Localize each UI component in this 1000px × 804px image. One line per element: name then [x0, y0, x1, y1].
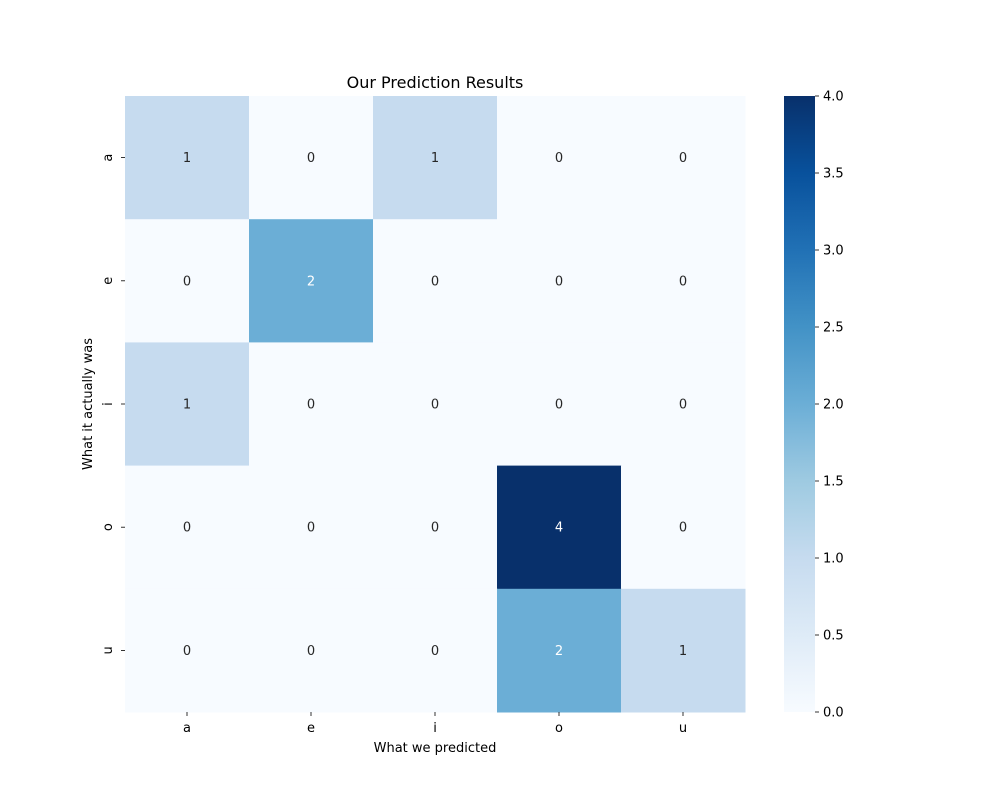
colorbar-tick-label: 1.0 — [823, 552, 844, 567]
y-axis-ticks: a e i o u — [101, 154, 125, 655]
cell-value-label: 0 — [307, 398, 315, 413]
cell-value-label: 1 — [183, 151, 191, 166]
x-tick-label: i — [433, 721, 437, 736]
heatmap-cell — [249, 588, 374, 713]
cell-value-label: 0 — [679, 151, 687, 166]
colorbar-tick-label: 3.5 — [823, 167, 844, 182]
cell-value-label: 0 — [555, 151, 563, 166]
x-tick-label: u — [679, 721, 687, 736]
heatmap-cell — [621, 465, 746, 590]
y-tick-label: o — [101, 523, 116, 531]
cell-value-label: 0 — [555, 274, 563, 289]
cell-value-label: 0 — [555, 398, 563, 413]
heatmap-cell — [125, 96, 250, 220]
cell-value-label: 2 — [307, 274, 315, 289]
y-tick-label: e — [101, 277, 116, 285]
heatmap-cell — [621, 219, 746, 343]
cell-value-label: 0 — [431, 274, 439, 289]
cell-value-label: 1 — [679, 644, 687, 659]
colorbar — [784, 96, 815, 712]
heatmap-cell — [621, 588, 746, 713]
heatmap-cell — [497, 96, 622, 220]
cell-value-label: 4 — [555, 521, 563, 536]
cell-value-label: 0 — [431, 398, 439, 413]
heatmap-cell — [373, 588, 498, 713]
heatmap-cell — [125, 465, 250, 590]
colorbar-ticks: 0.0 0.5 1.0 1.5 2.0 2.5 3.0 3.5 4.0 — [815, 90, 844, 721]
heatmap-cell — [125, 342, 250, 467]
cell-value-label: 1 — [431, 151, 439, 166]
colorbar-tick-label: 1.5 — [823, 475, 844, 490]
cell-value-label: 0 — [307, 521, 315, 536]
cell-value-label: 0 — [183, 274, 191, 289]
cell-value-label: 2 — [555, 644, 563, 659]
cell-value-label: 1 — [183, 398, 191, 413]
y-tick-label: i — [101, 402, 116, 406]
y-tick-label: u — [101, 646, 116, 654]
heatmap-cell — [497, 588, 622, 713]
cell-value-label: 0 — [183, 644, 191, 659]
cell-value-label: 0 — [679, 398, 687, 413]
x-axis-label: What we predicted — [374, 741, 497, 756]
cell-value-label: 0 — [679, 274, 687, 289]
heatmap-cell — [249, 465, 374, 590]
x-tick-label: e — [307, 721, 315, 736]
cell-value-label: 0 — [307, 151, 315, 166]
colorbar-tick-label: 2.5 — [823, 321, 844, 336]
cell-value-label: 0 — [679, 521, 687, 536]
heatmap-cell — [249, 219, 374, 343]
heatmap-cell — [497, 219, 622, 343]
heatmap-cell — [621, 342, 746, 467]
y-tick-label: a — [101, 154, 116, 162]
cell-value-label: 0 — [183, 521, 191, 536]
cell-value-label: 0 — [431, 521, 439, 536]
heatmap-cell — [249, 96, 374, 220]
heatmap-cell — [497, 342, 622, 467]
heatmap-cell — [497, 465, 622, 590]
cell-value-label: 0 — [431, 644, 439, 659]
chart-title: Our Prediction Results — [347, 73, 524, 92]
colorbar-tick-label: 2.0 — [823, 398, 844, 413]
colorbar-tick-label: 3.0 — [823, 244, 844, 259]
heatmap-cells: 1 0 1 0 0 0 2 0 0 0 1 0 0 0 0 0 0 0 4 0 0 0 0 2 1 — [125, 96, 746, 713]
colorbar-tick-label: 4.0 — [823, 90, 844, 105]
heatmap-cell — [125, 219, 250, 343]
heatmap-cell — [621, 96, 746, 220]
colorbar-tick-label: 0.5 — [823, 629, 844, 644]
x-tick-label: a — [183, 721, 191, 736]
heatmap-cell — [249, 342, 374, 467]
x-tick-label: o — [555, 721, 563, 736]
heatmap-cell — [373, 96, 498, 220]
heatmap-cell — [373, 465, 498, 590]
y-axis-label: What it actually was — [81, 338, 96, 470]
cell-value-label: 0 — [307, 644, 315, 659]
heatmap-cell — [373, 219, 498, 343]
colorbar-tick-label: 0.0 — [823, 706, 844, 721]
heatmap-cell — [373, 342, 498, 467]
heatmap-cell — [125, 588, 250, 713]
